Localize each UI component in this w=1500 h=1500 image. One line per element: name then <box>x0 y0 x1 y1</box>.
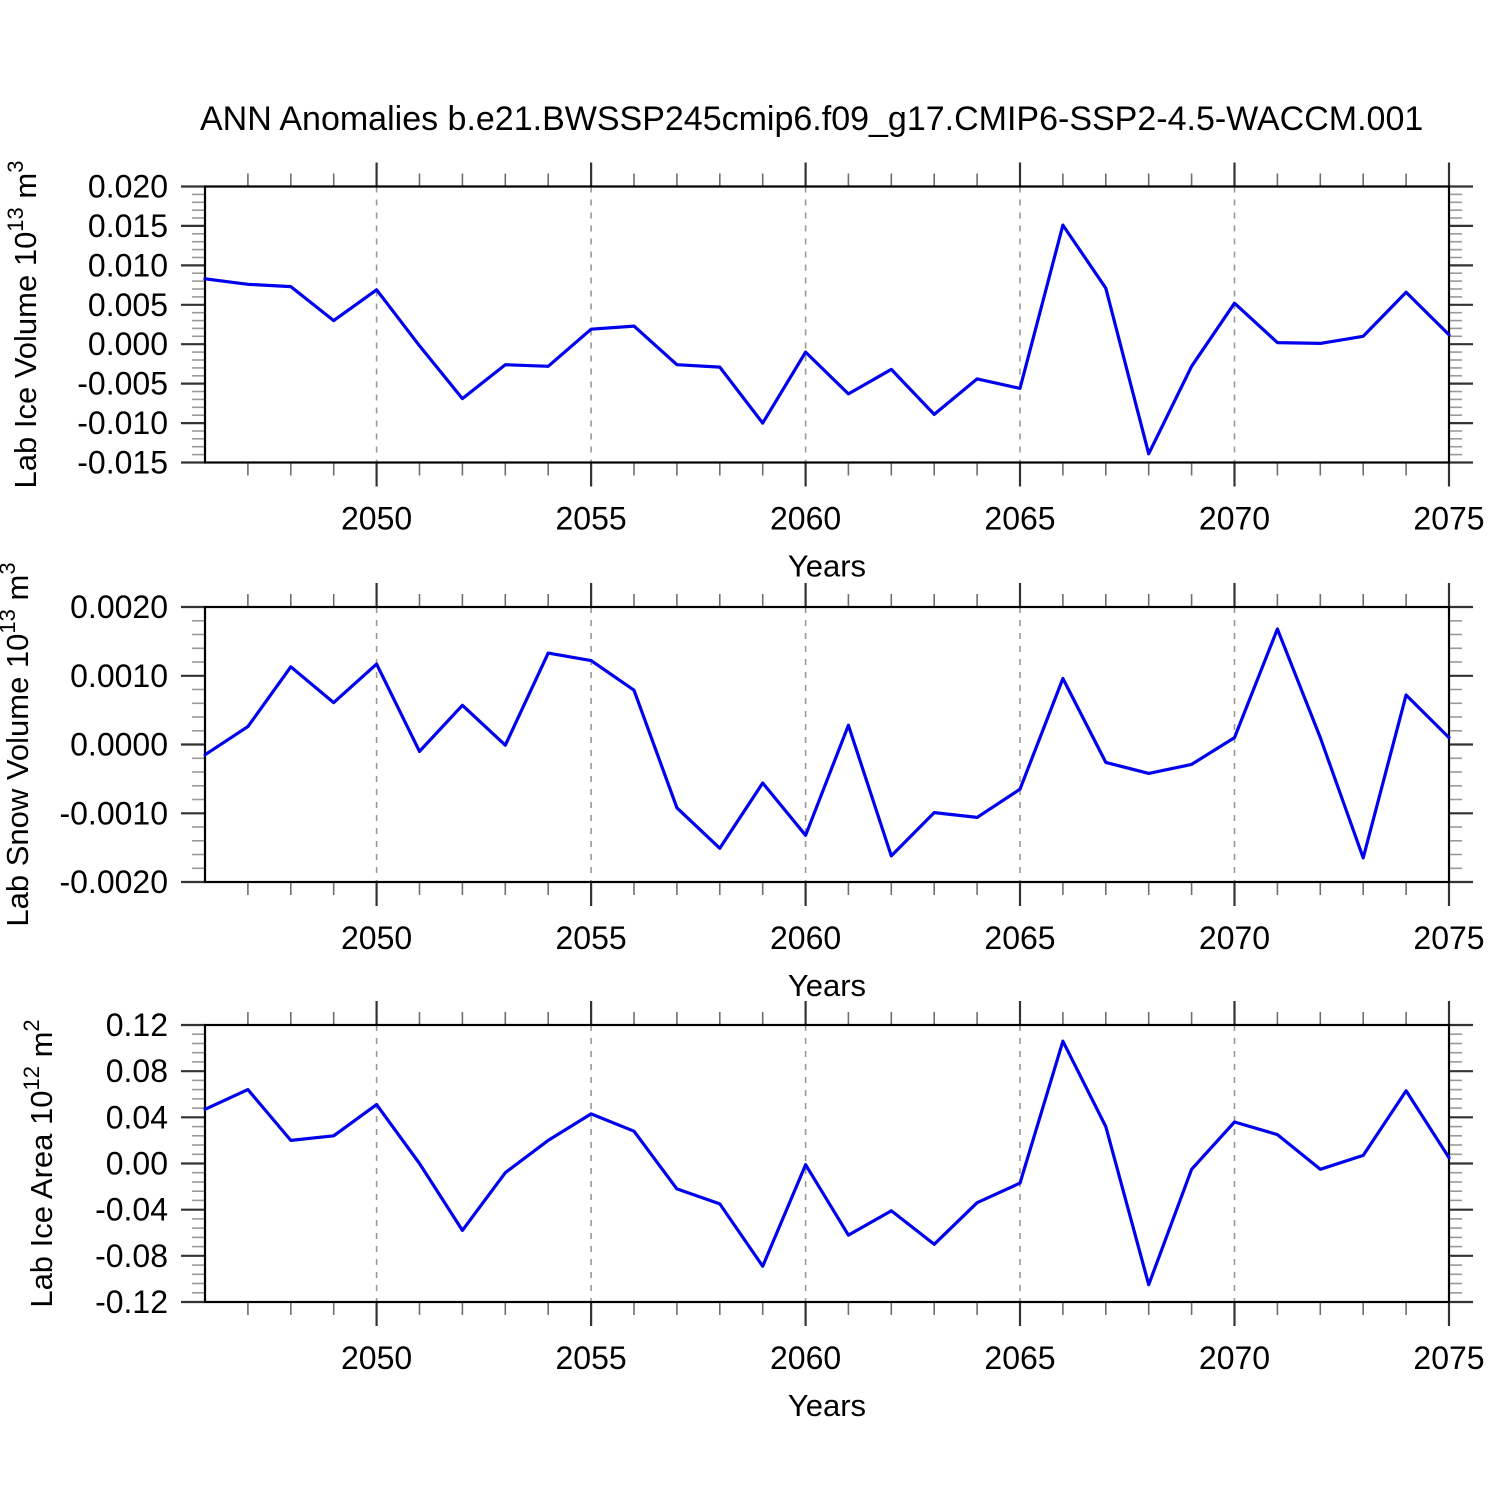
y-tick-label: -0.04 <box>95 1192 168 1228</box>
data-line <box>203 627 1451 860</box>
y-tick-label: 0.0020 <box>70 589 168 625</box>
figure-title: ANN Anomalies b.e21.BWSSP245cmip6.f09_g1… <box>200 100 1424 138</box>
axis-frame <box>203 605 1451 884</box>
y-tick-label: -0.08 <box>95 1238 168 1274</box>
x-axis-title: Years <box>788 968 866 1003</box>
y-axis-title: Lab Ice Area 1012 m2 <box>19 1019 59 1307</box>
axis-frame <box>203 1023 1451 1304</box>
y-axis-title-sup: 13 <box>0 609 20 633</box>
y-axis-title-sup: 3 <box>0 562 20 574</box>
y-axis-title-text: Lab Ice Volume 10 <box>8 232 43 489</box>
x-tick-label: 2070 <box>1199 920 1270 956</box>
y-tick-label: -0.0010 <box>59 795 168 831</box>
y-tick-label: 0.0010 <box>70 658 168 694</box>
chart-lab-ice-volume: 2050 2055 2060 2065 2070 2075 -0.015 -0.010-0.0… <box>3 161 1485 584</box>
y-tick-label: -0.015 <box>77 445 168 481</box>
x-tick-label: 2065 <box>984 1340 1055 1376</box>
x-tick-label: 2070 <box>1199 501 1270 537</box>
x-tick-label: 2060 <box>770 1340 841 1376</box>
data-line <box>203 223 1451 456</box>
y-axis-title-text: m <box>8 173 43 207</box>
y-tick-label: -0.0020 <box>59 864 168 900</box>
y-tick-label: 0.005 <box>88 287 168 323</box>
x-tick-label: 2065 <box>984 920 1055 956</box>
y-axis-title-sup: 12 <box>19 1066 44 1090</box>
y-axis-title-text: Lab Ice Area 10 <box>24 1091 59 1308</box>
y-tick-label: 0.010 <box>88 247 168 283</box>
x-tick-label: 2060 <box>770 920 841 956</box>
x-tick-label: 2070 <box>1199 1340 1270 1376</box>
y-axis-title-sup: 13 <box>3 207 28 231</box>
y-tick-label: 0.015 <box>88 208 168 244</box>
y-axis-title-text: m <box>24 1032 59 1066</box>
y-tick-label: -0.005 <box>77 366 168 402</box>
x-tick-label: 2075 <box>1413 501 1484 537</box>
x-tick-label: 2060 <box>770 501 841 537</box>
y-tick-label: 0.04 <box>106 1099 168 1135</box>
chart-lab-snow-volume: 2050 2055 2060 2065 2070 2075 -0.0020 -0.0010 0.… <box>0 562 1485 1003</box>
x-tick-label: 2050 <box>341 1340 412 1376</box>
y-tick-label: 0.12 <box>106 1007 168 1043</box>
y-axis-title-text: Lab Snow Volume 10 <box>0 634 35 927</box>
x-tick-label: 2055 <box>556 920 627 956</box>
x-axis-title: Years <box>788 549 866 584</box>
y-tick-label: -0.12 <box>95 1284 168 1320</box>
y-tick-label: 0.020 <box>88 169 168 205</box>
y-axis-title: Lab Ice Volume 1013 m3 <box>3 161 43 489</box>
chart-lab-ice-area: 2050 2055 2060 2065 2070 2075 -0.12 -0.08 -0.04 0… <box>19 1001 1485 1423</box>
y-tick-label: 0.0000 <box>70 727 168 763</box>
y-tick-label: 0.00 <box>106 1146 168 1182</box>
y-tick-label: 0.08 <box>106 1053 168 1089</box>
x-tick-label: 2075 <box>1413 920 1484 956</box>
y-axis-title-sup: 3 <box>3 161 28 173</box>
x-tick-label: 2075 <box>1413 1340 1484 1376</box>
x-tick-label: 2065 <box>984 501 1055 537</box>
x-tick-label: 2050 <box>341 920 412 956</box>
data-line <box>203 1039 1451 1287</box>
x-axis-title: Years <box>788 1388 866 1423</box>
x-tick-label: 2055 <box>556 501 627 537</box>
y-axis-title: Lab Snow Volume 1013 m3 <box>0 562 35 926</box>
y-axis-title-sup: 2 <box>19 1019 44 1031</box>
x-tick-label: 2050 <box>341 501 412 537</box>
y-tick-label: 0.000 <box>88 326 168 362</box>
y-axis-title-text: m <box>0 575 35 609</box>
y-tick-label: -0.010 <box>77 405 168 441</box>
axis-frame <box>203 185 1451 464</box>
x-tick-label: 2055 <box>556 1340 627 1376</box>
